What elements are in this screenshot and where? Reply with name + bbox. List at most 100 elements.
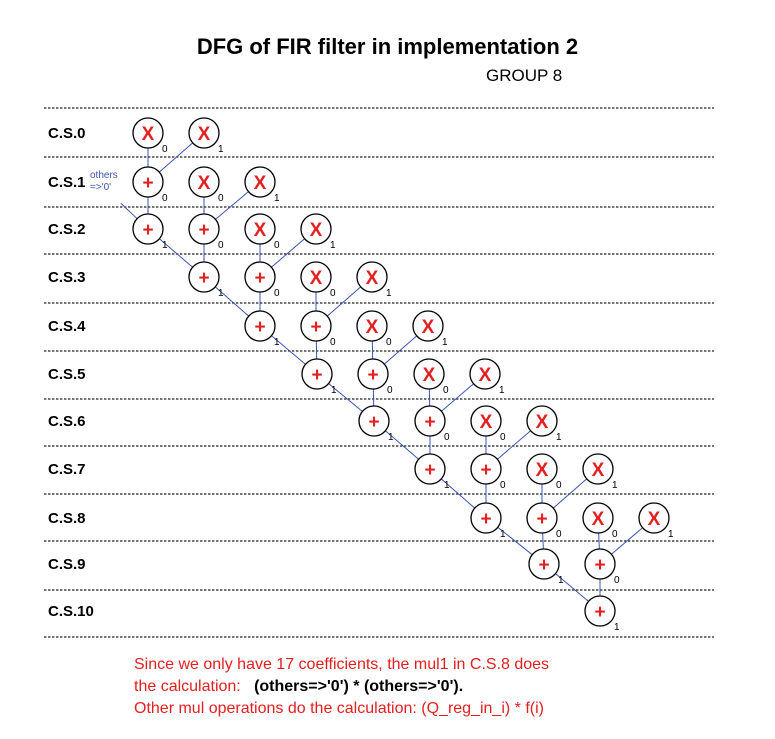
add-symbol: + <box>198 268 209 289</box>
others-annotation-line2: =>'0' <box>90 182 111 193</box>
adder-node: +1 <box>584 595 620 633</box>
dfg-edge <box>441 383 474 412</box>
node-circle <box>414 453 446 485</box>
node-index: 1 <box>558 575 564 586</box>
node-circle <box>584 548 616 580</box>
multiply-symbol: X <box>536 460 549 481</box>
add-symbol: + <box>367 365 378 386</box>
multiplier-node: X1 <box>356 261 392 299</box>
adder-node: +1 <box>358 405 394 443</box>
multiply-symbol: X <box>648 509 661 530</box>
multiplier-node: X0 <box>582 502 618 540</box>
control-step-label: C.S.4 <box>48 318 86 335</box>
add-symbol: + <box>368 412 379 433</box>
dfg-edge <box>552 478 588 509</box>
note-line-1: Since we only have 17 coefficients, the … <box>134 656 550 673</box>
node-index: 0 <box>387 385 393 396</box>
node-circle <box>188 166 220 198</box>
node-circle <box>356 310 388 342</box>
adder-node: +0 <box>526 502 562 540</box>
dfg-edge <box>611 527 643 555</box>
control-step-label: C.S.1 <box>48 174 86 191</box>
node-circle <box>300 261 332 293</box>
add-symbol: + <box>480 509 491 530</box>
node-index: 1 <box>218 288 224 299</box>
node-circle <box>300 213 332 245</box>
adder-node: +1 <box>188 261 224 299</box>
node-index: 1 <box>386 288 392 299</box>
node-circle <box>244 261 276 293</box>
node-index: 0 <box>614 575 620 586</box>
node-circle <box>244 166 276 198</box>
node-circle <box>358 405 390 437</box>
node-index: 1 <box>218 144 224 155</box>
dfg-diagram: X0X1+0X0X1+1+0X0X1+1+0X0X1+1+0X0X1+1+0X0… <box>44 107 714 638</box>
dfg-edge <box>271 238 305 268</box>
multiplier-node: X0 <box>470 405 506 443</box>
node-index: 1 <box>612 480 618 491</box>
node-index: 0 <box>386 337 392 348</box>
node-circle <box>132 213 164 245</box>
node-circle <box>188 261 220 293</box>
multiply-symbol: X <box>366 268 379 289</box>
multiply-symbol: X <box>479 365 492 386</box>
multiply-symbol: X <box>198 173 211 194</box>
control-step-label: C.S.6 <box>48 413 86 430</box>
add-symbol: + <box>254 317 265 338</box>
control-step-label: C.S.2 <box>48 221 86 238</box>
node-index: 0 <box>556 529 562 540</box>
add-symbol: + <box>424 460 435 481</box>
control-step-label: C.S.3 <box>48 269 86 286</box>
node-index: 0 <box>612 529 618 540</box>
multiply-symbol: X <box>142 124 155 145</box>
dfg-edge <box>385 430 419 460</box>
note-line-2: the calculation: (others=>'0') * (others… <box>134 676 549 698</box>
add-symbol: + <box>198 220 209 241</box>
node-index: 0 <box>162 193 168 204</box>
node-circle <box>244 213 276 245</box>
node-circle <box>470 453 502 485</box>
multiplier-node: X1 <box>412 310 448 348</box>
notes-block: Since we only have 17 coefficients, the … <box>134 654 549 720</box>
multiplier-node: X1 <box>582 453 618 491</box>
multiplier-node: X1 <box>188 117 224 155</box>
note-line-2-prefix: the calculation: <box>134 678 255 695</box>
dfg-edge <box>598 532 600 550</box>
multiply-symbol: X <box>310 268 323 289</box>
dfg-edge <box>497 526 533 556</box>
multiply-symbol: X <box>198 124 211 145</box>
node-circle <box>528 548 560 580</box>
node-circle <box>470 405 502 437</box>
others-annotation-line1: others <box>90 170 118 181</box>
node-circle <box>584 595 616 627</box>
adder-node: +0 <box>470 453 506 491</box>
node-index: 0 <box>500 480 506 491</box>
multiply-symbol: X <box>366 317 379 338</box>
node-index: 1 <box>331 385 337 396</box>
node-circle <box>638 502 670 534</box>
node-circle <box>469 358 501 390</box>
node-circle <box>356 261 388 293</box>
adder-node: +1 <box>301 358 337 396</box>
multiply-symbol: X <box>480 412 493 433</box>
multiply-symbol: X <box>592 460 605 481</box>
note-line-2-bold: (others=>'0') * (others=>'0'). <box>254 678 464 695</box>
node-index: 0 <box>500 432 506 443</box>
adder-node: +0 <box>132 166 168 204</box>
node-index: 0 <box>274 288 280 299</box>
adder-node: +1 <box>528 548 564 586</box>
node-index: 1 <box>614 622 620 633</box>
multiply-symbol: X <box>423 365 436 386</box>
node-index: 0 <box>162 144 168 155</box>
multiplier-node: X0 <box>356 310 392 348</box>
node-index: 0 <box>218 240 224 251</box>
control-step-label: C.S.5 <box>48 366 86 383</box>
multiplier-node: X1 <box>244 166 280 204</box>
node-index: 1 <box>556 432 562 443</box>
node-circle <box>301 358 333 390</box>
node-circle <box>582 502 614 534</box>
node-index: 0 <box>330 337 336 348</box>
add-symbol: + <box>311 365 322 386</box>
node-circle <box>188 213 220 245</box>
node-index: 0 <box>444 432 450 443</box>
